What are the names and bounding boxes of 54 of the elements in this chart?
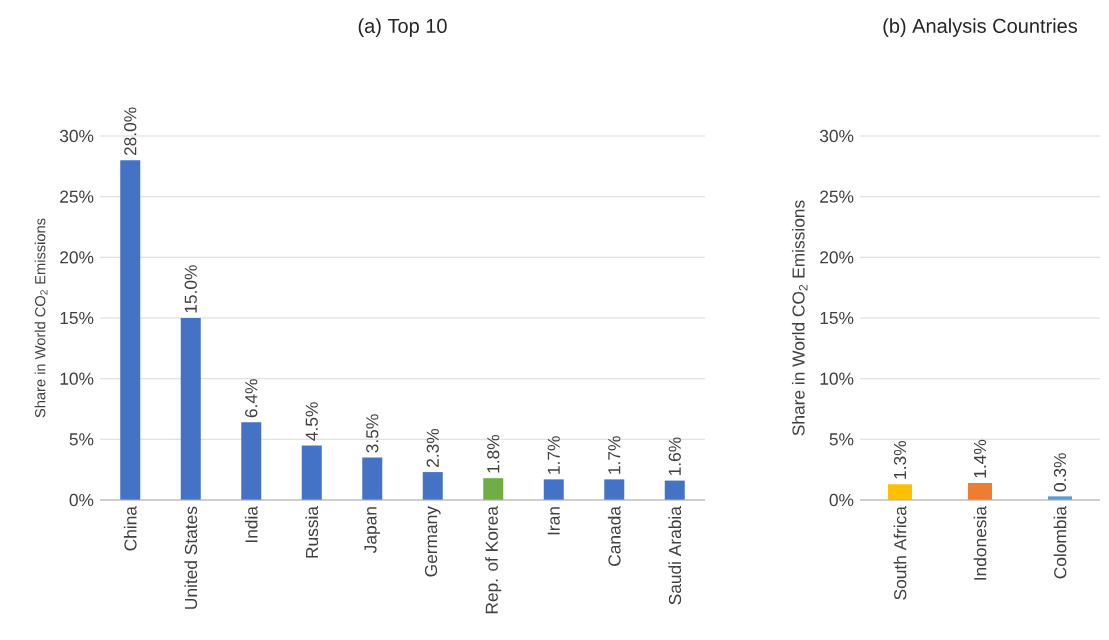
x-tick-label: Canada [607, 506, 621, 566]
chart-title: (a) Top 10 [358, 18, 447, 37]
x-tick-label: Colombia [1053, 506, 1067, 579]
data-label: 1.6% [668, 437, 681, 475]
bar [241, 422, 262, 500]
y-tick-label: 5% [69, 433, 94, 446]
y-axis-title: Share in World CO$_{2}$ Emissions [34, 218, 48, 418]
x-tick-label: China [123, 506, 137, 551]
x-tick-label: Germany [424, 506, 441, 577]
data-label: 0.3% [1053, 453, 1067, 492]
x-tick-label: Saudi Arabia [668, 506, 682, 605]
y-tick-label: 30% [59, 129, 94, 143]
bar [301, 445, 322, 500]
x-tick-label: South Africa [893, 506, 907, 600]
y-tick-label: 0% [829, 493, 854, 507]
data-label: 1.4% [973, 439, 987, 478]
data-label: 3.5% [366, 414, 379, 453]
bar [664, 480, 685, 500]
bar [543, 479, 564, 500]
data-label: 1.7% [547, 436, 560, 474]
y-axis-title: Share in World CO$_{2}$ Emissions [791, 200, 808, 436]
bar [483, 478, 504, 500]
data-label: 6.4% [245, 379, 258, 418]
y-tick-label: 25% [820, 190, 854, 203]
bar [422, 472, 443, 500]
y-tick-label: 10% [60, 372, 94, 385]
data-label: 4.5% [305, 402, 318, 441]
bar [604, 479, 625, 500]
data-label: 2.3% [426, 428, 439, 467]
x-tick-label: Indonesia [973, 506, 987, 580]
bar [120, 160, 141, 500]
data-label: 1.3% [893, 441, 907, 479]
bar [180, 318, 201, 500]
x-tick-label: Russia [305, 506, 319, 558]
bar [362, 457, 383, 500]
y-tick-label: 15% [60, 311, 94, 325]
x-tick-label: Rep. of Korea [485, 506, 502, 614]
y-tick-label: 20% [60, 251, 94, 264]
y-tick-label: 30% [819, 129, 854, 143]
chart-title: (b) Analysis Countries [883, 18, 1078, 37]
y-tick-label: 5% [829, 433, 854, 446]
y-tick-label: 10% [820, 372, 854, 385]
y-tick-label: 15% [820, 311, 854, 325]
x-tick-label: United States [184, 506, 198, 609]
y-tick-label: 20% [820, 251, 854, 264]
data-label: 1.8% [487, 435, 500, 473]
data-label: 15.0% [184, 265, 197, 313]
data-label: 1.7% [608, 436, 621, 474]
x-tick-label: Japan [364, 507, 381, 553]
y-tick-label: 0% [69, 493, 94, 507]
data-label: 28.0% [124, 107, 137, 156]
y-tick-label: 25% [60, 190, 94, 203]
x-tick-label: India [244, 506, 258, 543]
x-tick-label: Iran [547, 507, 560, 535]
